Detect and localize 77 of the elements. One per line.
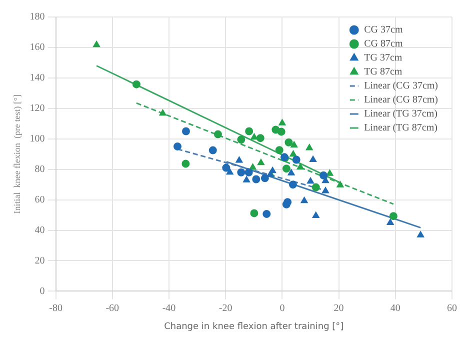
legend-label: Linear (CG 37cm) xyxy=(364,80,438,92)
point xyxy=(296,163,304,170)
point xyxy=(236,156,243,163)
point xyxy=(312,183,320,192)
legend-label: TG 87cm xyxy=(364,66,402,78)
point xyxy=(250,209,258,218)
point xyxy=(290,141,298,148)
point xyxy=(292,156,300,164)
legend-label: CG 87cm xyxy=(364,38,403,50)
point xyxy=(182,160,190,168)
point xyxy=(208,146,217,154)
x-tick-label: -40 xyxy=(162,302,176,314)
point xyxy=(310,156,317,162)
point xyxy=(269,166,276,174)
point xyxy=(250,133,258,140)
point xyxy=(282,164,290,173)
point xyxy=(252,175,260,184)
point xyxy=(93,40,100,48)
point xyxy=(222,164,230,172)
point xyxy=(417,231,424,238)
x-tick-label: 0 xyxy=(280,302,285,314)
point xyxy=(386,218,394,226)
point xyxy=(326,170,334,176)
point xyxy=(312,212,320,218)
legend-label: Linear (CG 87cm) xyxy=(364,94,438,106)
y-tick-label: 160 xyxy=(30,42,45,54)
legend-label: Linear (TG 87cm) xyxy=(364,122,438,134)
point xyxy=(226,168,234,175)
point xyxy=(284,138,293,146)
point xyxy=(275,146,284,154)
point xyxy=(257,158,265,166)
point xyxy=(214,130,222,138)
point xyxy=(159,109,166,116)
x-tick-label: 40 xyxy=(390,302,400,314)
y-tick-label: 60 xyxy=(34,194,45,206)
x-tick-label: 20 xyxy=(334,302,344,314)
point xyxy=(277,128,286,136)
x-tick-label: -80 xyxy=(49,302,62,314)
point xyxy=(249,164,256,170)
y-tick-label: 180 xyxy=(30,12,45,23)
y-tick-label: 100 xyxy=(30,133,45,144)
point xyxy=(278,119,286,126)
x-axis-title: Change in knee flexion after training [°] xyxy=(164,322,344,332)
point xyxy=(237,136,246,144)
point xyxy=(245,127,254,136)
x-tick-label: -60 xyxy=(106,302,120,314)
point xyxy=(237,168,246,176)
point xyxy=(320,171,328,180)
point xyxy=(288,169,295,176)
point xyxy=(243,176,250,182)
y-tick-label: 20 xyxy=(34,255,45,266)
y-tick-label: 40 xyxy=(34,224,45,236)
y-tick-label: 80 xyxy=(34,164,45,175)
point xyxy=(306,144,313,150)
point xyxy=(389,212,398,220)
point xyxy=(288,180,297,189)
x-tick-label: -20 xyxy=(218,302,232,314)
x-tick-label: 60 xyxy=(447,302,457,314)
point xyxy=(300,196,308,204)
point xyxy=(182,127,190,136)
point xyxy=(336,181,344,188)
legend-label: Linear (TG 37cm) xyxy=(364,108,438,120)
legend-label: CG 37cm xyxy=(364,24,403,36)
point xyxy=(262,210,271,218)
point xyxy=(260,174,269,182)
y-axis-title: Initial knee flexion (pre test) [°] xyxy=(12,94,22,214)
point xyxy=(256,134,264,142)
y-tick-label: 140 xyxy=(30,72,45,84)
point xyxy=(322,186,330,194)
point xyxy=(244,168,253,176)
point xyxy=(306,177,314,184)
y-tick-label: 0 xyxy=(40,286,45,297)
point xyxy=(173,142,182,150)
point xyxy=(132,80,140,88)
legend-label: TG 37cm xyxy=(364,52,402,64)
y-tick-label: 120 xyxy=(30,103,45,114)
point xyxy=(290,150,297,157)
